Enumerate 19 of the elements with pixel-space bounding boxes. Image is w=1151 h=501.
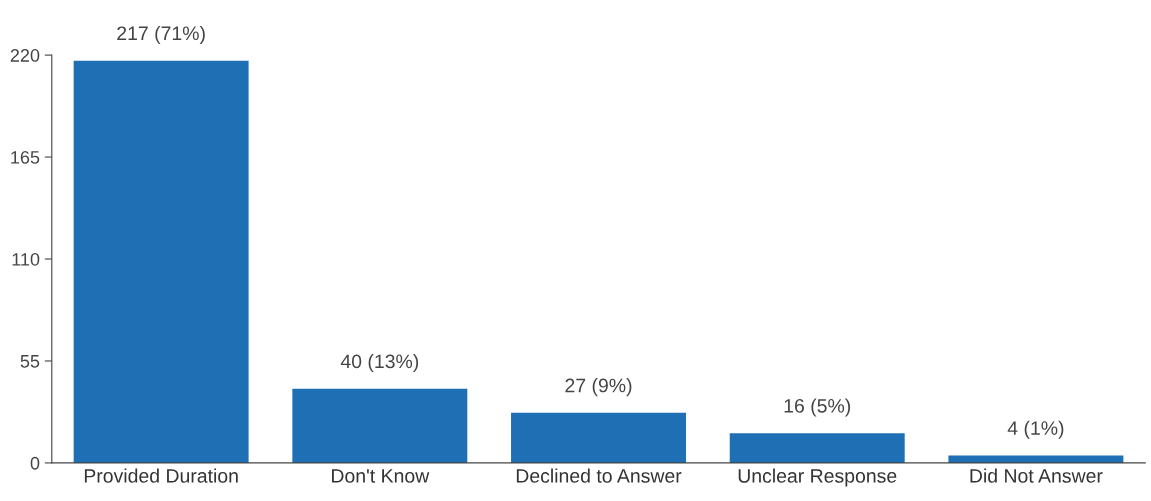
data-label: 4 (1%) xyxy=(1007,420,1064,439)
bar xyxy=(73,60,249,463)
data-label: 27 (9%) xyxy=(565,378,632,397)
x-tick-label: Don't Know xyxy=(332,469,430,483)
x-tick-label: Declined to Answer xyxy=(516,468,682,483)
bar xyxy=(729,433,905,463)
y-tick-label: 165 xyxy=(11,151,40,164)
y-tick-label: 55 xyxy=(20,355,40,368)
data-label: 40 (13%) xyxy=(340,353,419,373)
bar xyxy=(292,388,468,463)
data-label: 217 (71%) xyxy=(117,25,205,44)
x-tick-label: Did Not Answer xyxy=(970,468,1103,483)
y-tick-label: 220 xyxy=(10,49,40,62)
data-label: 16 (5%) xyxy=(784,398,851,417)
y-tick-label: 110 xyxy=(12,252,40,266)
x-tick-label: Provided Duration xyxy=(84,468,238,483)
x-tick-label: Unclear Response xyxy=(738,468,897,487)
bar xyxy=(511,412,686,463)
y-tick-label: 0 xyxy=(30,456,40,470)
